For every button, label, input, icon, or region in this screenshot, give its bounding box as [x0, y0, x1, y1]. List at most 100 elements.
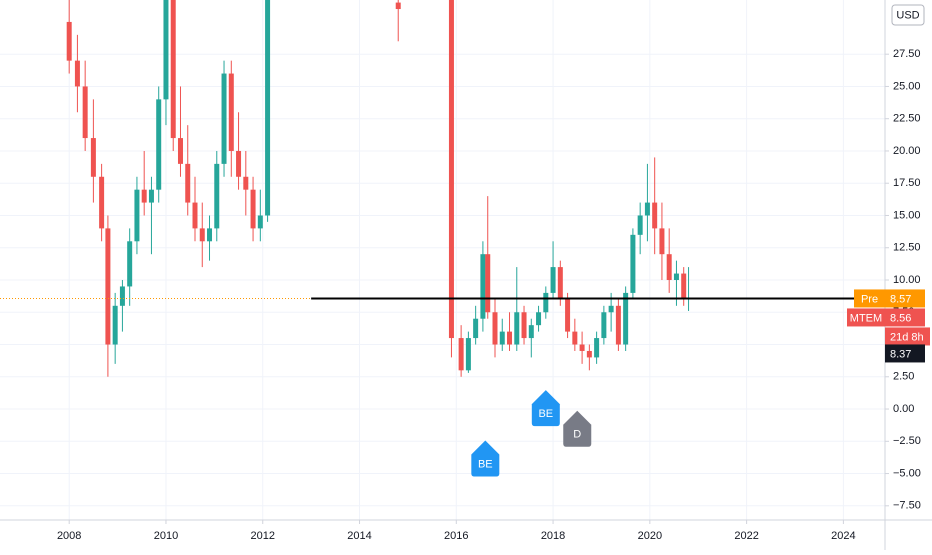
candle-body — [492, 312, 498, 345]
price-label-name-box — [854, 289, 885, 308]
candle-body — [134, 189, 140, 242]
candle-body — [141, 189, 147, 203]
y-tick-label: −2.50 — [893, 435, 921, 447]
event-marker[interactable]: D — [563, 410, 592, 447]
x-tick-label: 2008 — [57, 530, 81, 542]
candle-body — [66, 21, 72, 61]
candle-body — [74, 60, 80, 87]
event-shape — [563, 410, 592, 447]
y-tick-label: 20.00 — [893, 145, 921, 157]
x-tick-label: 2020 — [638, 530, 662, 542]
y-tick-label: 22.50 — [893, 113, 921, 125]
event-marker[interactable]: BE — [471, 440, 500, 477]
candle-body — [192, 202, 198, 229]
candle-body — [448, 0, 454, 339]
candle-body — [565, 299, 571, 332]
candle-body — [630, 234, 636, 293]
event-shape — [531, 390, 560, 427]
candle-body — [199, 228, 205, 242]
candle-body — [236, 150, 242, 177]
candle-body — [112, 305, 118, 345]
x-tick-label: 2022 — [734, 530, 758, 542]
candle-body — [127, 241, 133, 287]
candle-body — [652, 202, 658, 229]
candle-body — [586, 350, 592, 358]
candle-body — [615, 305, 621, 345]
candle-body — [148, 189, 154, 203]
candle-body — [485, 254, 491, 313]
candle-body — [105, 228, 111, 345]
candle-body — [623, 292, 629, 345]
candle-body — [666, 254, 672, 280]
candle-body — [170, 0, 176, 139]
candle-body — [221, 73, 227, 164]
candle-body — [458, 338, 464, 371]
candle-body — [465, 338, 471, 371]
grid — [0, 0, 885, 520]
event-shape — [471, 440, 500, 477]
x-tick-label: 2016 — [444, 530, 468, 542]
candle-body — [557, 267, 563, 300]
candle-body — [473, 318, 479, 339]
price-label-value: 8.57 — [890, 293, 911, 305]
countdown: 21d 8h — [890, 331, 924, 343]
candle-body — [82, 86, 88, 139]
price-label-value: 8.37 — [890, 348, 911, 360]
countdown-box — [885, 327, 930, 346]
currency: USD — [896, 9, 919, 21]
price-labels: 8.57 Pre 8.56 MTEM 21d 8h 8.37 — [847, 289, 930, 363]
candle-body — [601, 312, 607, 339]
x-tick-label: 2012 — [250, 530, 274, 542]
event-marker[interactable]: BE — [531, 390, 560, 427]
price-label-value: 8.56 — [890, 312, 911, 324]
candle-body — [265, 0, 271, 216]
candle-body — [119, 286, 125, 306]
price-label-name: MTEM — [850, 312, 882, 324]
candle-body — [185, 163, 191, 203]
price-label-box — [885, 308, 925, 327]
y-tick-label: 2.50 — [893, 371, 914, 383]
candle-body — [644, 202, 650, 216]
candle-body — [228, 73, 234, 151]
price-label-box — [885, 289, 925, 308]
y-tick-label: 17.50 — [893, 177, 921, 189]
candle-body — [243, 176, 249, 190]
candle-body — [156, 99, 162, 190]
candle-body — [673, 273, 679, 280]
candle-body — [521, 312, 527, 339]
y-tick-label: 27.50 — [893, 48, 921, 60]
candle-body — [572, 331, 578, 345]
candle-body — [177, 138, 183, 164]
candle-body — [507, 331, 513, 345]
candle-body — [214, 163, 220, 229]
x-tick-label: 2010 — [154, 530, 178, 542]
y-tick-label: 10.00 — [893, 274, 921, 286]
x-tick-label: 2014 — [347, 530, 371, 542]
event-label: D — [573, 429, 581, 441]
candle-body — [543, 292, 549, 313]
x-tick-label: 2018 — [541, 530, 565, 542]
candle-body — [395, 2, 401, 10]
y-tick-label: −7.50 — [893, 500, 921, 512]
y-tick-label: 25.00 — [893, 80, 921, 92]
candle-body — [480, 254, 486, 319]
candle-body — [90, 138, 96, 177]
event-label: BE — [478, 458, 493, 470]
candle-body — [528, 325, 534, 339]
candle-body — [536, 312, 542, 326]
axes: −7.50−5.00−2.500.002.505.007.5010.0012.5… — [57, 48, 921, 542]
candle-body — [550, 267, 556, 293]
candle-body — [681, 273, 687, 300]
candle-body — [637, 215, 643, 235]
currency-box[interactable] — [891, 4, 925, 26]
candle-body — [207, 228, 213, 242]
candle-body — [594, 338, 600, 358]
candle-body — [250, 189, 256, 229]
candle-body — [499, 331, 505, 345]
price-label-name: Pre — [861, 293, 878, 305]
x-tick-label: 2024 — [831, 530, 855, 542]
y-tick-label: 12.50 — [893, 242, 921, 254]
candle-body — [257, 215, 263, 229]
